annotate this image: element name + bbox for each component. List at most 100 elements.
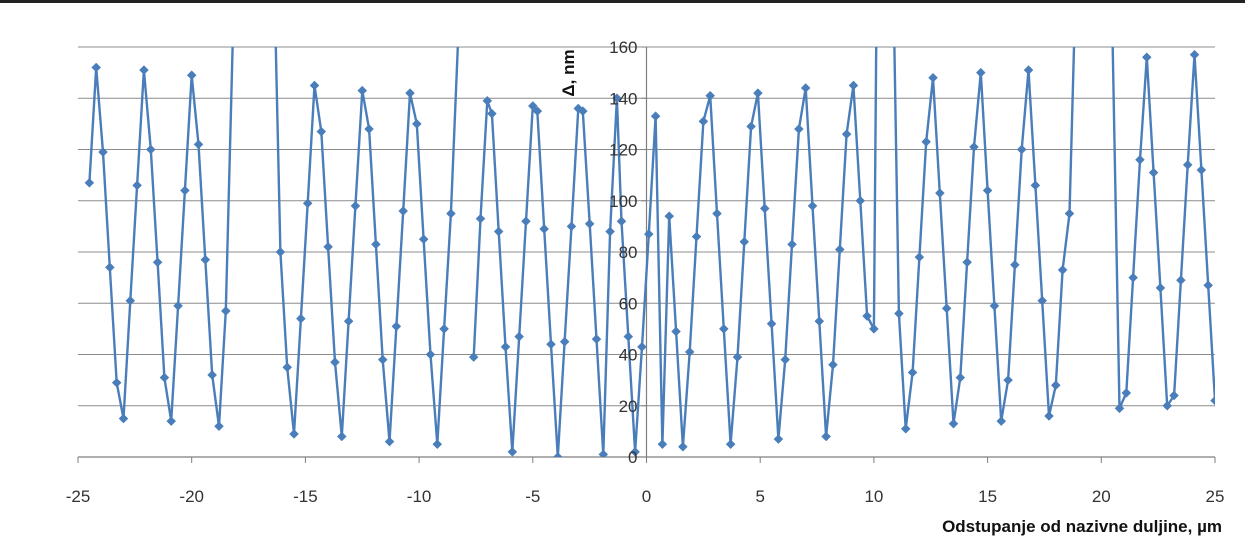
x-tick-label: -5 bbox=[525, 487, 540, 506]
data-point-marker bbox=[1162, 400, 1173, 411]
data-point-marker bbox=[482, 95, 493, 106]
data-point-marker bbox=[152, 257, 163, 268]
data-point-marker bbox=[350, 201, 361, 211]
data-point-marker bbox=[982, 185, 993, 196]
data-point-marker bbox=[955, 372, 966, 383]
data-point-marker bbox=[807, 201, 818, 211]
x-tick-label: -10 bbox=[407, 487, 432, 506]
data-point-marker bbox=[139, 65, 149, 75]
data-point-marker bbox=[921, 136, 932, 147]
data-point-marker bbox=[500, 341, 511, 352]
y-tick-label: 120 bbox=[609, 141, 637, 160]
data-point-marker bbox=[405, 88, 415, 98]
data-point-marker bbox=[552, 452, 563, 457]
x-tick-label: 0 bbox=[642, 487, 651, 506]
data-point-marker bbox=[343, 316, 354, 327]
data-point-marker bbox=[432, 439, 443, 450]
data-point-marker bbox=[914, 252, 925, 262]
data-point-marker bbox=[1030, 180, 1041, 191]
x-tick-label: -20 bbox=[179, 487, 204, 506]
y-tick-label: 140 bbox=[609, 89, 637, 108]
data-point-marker bbox=[104, 262, 115, 273]
data-point-marker bbox=[145, 144, 156, 155]
data-point-marker bbox=[282, 362, 293, 373]
data-point-marker bbox=[91, 62, 102, 73]
data-point-marker bbox=[439, 324, 449, 334]
data-point-marker bbox=[1169, 390, 1179, 401]
y-tick-label: 80 bbox=[619, 243, 638, 262]
data-point-marker bbox=[948, 418, 959, 429]
data-point-marker bbox=[371, 239, 381, 250]
data-point-marker bbox=[616, 216, 627, 227]
data-point-marker bbox=[591, 334, 602, 344]
data-point-marker bbox=[180, 185, 190, 196]
data-point-marker bbox=[1231, 222, 1240, 231]
data-point-marker bbox=[1196, 165, 1207, 175]
data-point-marker bbox=[514, 331, 525, 342]
data-point-marker bbox=[746, 121, 756, 132]
data-point-marker bbox=[759, 203, 770, 214]
data-point-marker bbox=[159, 372, 170, 383]
data-point-marker bbox=[566, 221, 577, 232]
data-point-marker bbox=[894, 308, 904, 319]
data-point-marker bbox=[214, 421, 224, 432]
data-point-marker bbox=[1050, 380, 1061, 391]
data-point-marker bbox=[118, 413, 129, 424]
data-point-marker bbox=[539, 224, 550, 234]
data-point-marker bbox=[862, 311, 872, 321]
series-line bbox=[274, 47, 459, 446]
y-tick-label: 100 bbox=[609, 192, 637, 211]
data-point-marker bbox=[598, 449, 609, 457]
data-point-marker bbox=[418, 234, 429, 245]
data-point-marker bbox=[546, 339, 556, 350]
data-point-marker bbox=[559, 336, 570, 347]
series-line bbox=[472, 47, 878, 457]
data-point-marker bbox=[684, 347, 695, 357]
y-tick-label: 40 bbox=[619, 346, 638, 365]
data-point-marker bbox=[446, 208, 456, 219]
data-point-marker bbox=[316, 126, 327, 137]
data-point-marker bbox=[193, 139, 204, 150]
data-point-marker bbox=[605, 226, 615, 237]
data-point-marker bbox=[1128, 272, 1138, 283]
data-point-marker bbox=[1057, 265, 1068, 275]
data-point-marker bbox=[941, 303, 952, 314]
data-point-marker bbox=[848, 80, 859, 91]
data-point-marker bbox=[468, 352, 479, 362]
x-tick-label: 5 bbox=[755, 487, 764, 506]
tick-labels: -25 -20 -15 -10 -5 0 5 10 15 20 25 0 20 40 60 80 100 120 1… bbox=[66, 38, 1225, 506]
axes bbox=[77, 46, 1216, 463]
data-point-marker bbox=[828, 359, 838, 370]
data-point-marker bbox=[1121, 388, 1132, 398]
data-point-marker bbox=[1003, 375, 1013, 385]
x-tick-label: 10 bbox=[864, 487, 883, 506]
y-tick-label: 60 bbox=[619, 294, 638, 313]
y-axis-label: Δ, nm bbox=[559, 49, 578, 96]
data-point-marker bbox=[671, 326, 681, 337]
data-point-marker bbox=[1016, 144, 1027, 155]
data-point-marker bbox=[411, 119, 422, 129]
data-point-marker bbox=[186, 70, 197, 81]
data-point-marker bbox=[928, 72, 938, 83]
data-point-marker bbox=[98, 147, 108, 157]
data-point-marker bbox=[1224, 281, 1233, 290]
data-point-marker bbox=[1182, 160, 1193, 170]
data-point-marker bbox=[1141, 52, 1152, 63]
data-point-marker bbox=[527, 101, 538, 111]
data-point-marker bbox=[532, 106, 543, 116]
data-point-marker bbox=[132, 180, 142, 191]
series-line bbox=[893, 47, 1076, 430]
data-point-marker bbox=[612, 93, 622, 104]
data-point-marker bbox=[84, 177, 95, 188]
data-point-marker bbox=[475, 213, 486, 224]
data-point-marker bbox=[1217, 394, 1226, 403]
data-point-marker bbox=[1023, 65, 1034, 75]
x-tick-label: 25 bbox=[1206, 487, 1225, 506]
data-point-marker bbox=[1148, 167, 1159, 178]
x-axis-label: Odstupanje od nazivne duljine, µm bbox=[942, 517, 1222, 536]
data-point-marker bbox=[487, 108, 497, 119]
data-point-marker bbox=[869, 324, 879, 334]
data-point-marker bbox=[643, 229, 654, 239]
data-point-marker bbox=[766, 318, 777, 329]
